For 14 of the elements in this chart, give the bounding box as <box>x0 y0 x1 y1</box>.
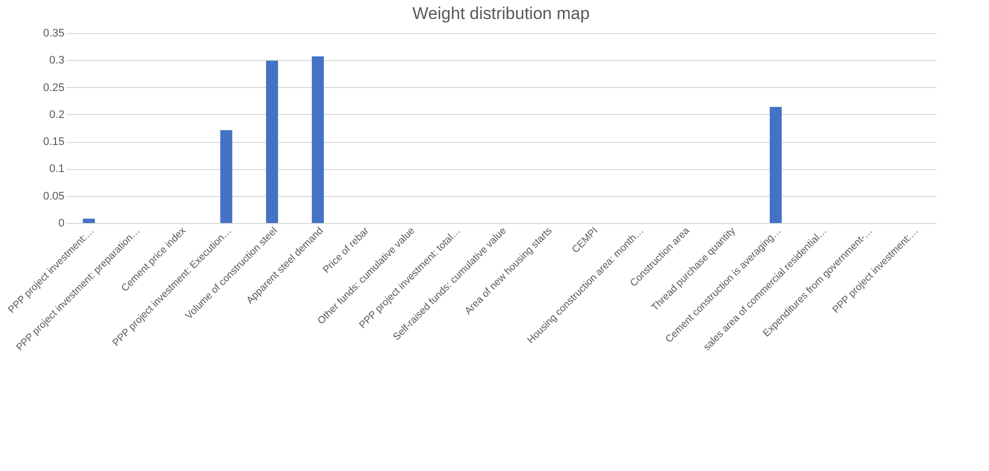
y-tick-label: 0.15 <box>43 136 64 148</box>
y-tick-label: 0.3 <box>49 54 64 67</box>
y-tick-label: 0.1 <box>49 163 64 176</box>
bar <box>312 56 324 223</box>
y-tick-label: 0.05 <box>43 190 64 202</box>
chart-title: Weight distribution map <box>412 4 590 23</box>
bar <box>266 60 278 223</box>
y-tick-label: 0.25 <box>43 82 64 94</box>
y-tick-label: 0 <box>58 218 64 230</box>
y-tick-label: 0.35 <box>43 28 64 40</box>
y-tick-label: 0.2 <box>49 108 64 121</box>
bar <box>770 106 782 223</box>
bar <box>220 130 232 223</box>
bar <box>82 218 95 223</box>
